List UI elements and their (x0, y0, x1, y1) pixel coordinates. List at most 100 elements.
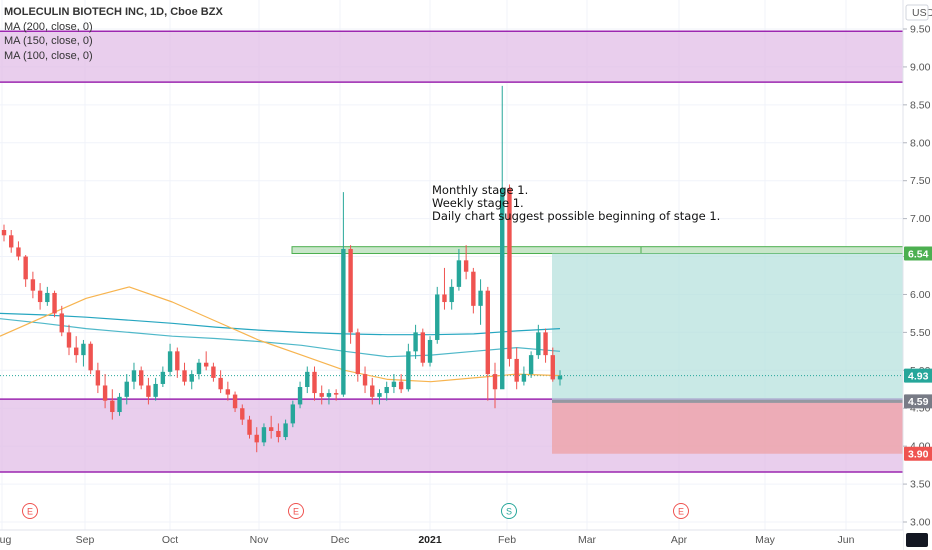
candle[interactable] (167, 343, 173, 377)
candle[interactable] (384, 381, 389, 401)
candle-body (384, 386, 389, 394)
candles-layer[interactable] (1, 85, 563, 453)
candle[interactable] (110, 389, 115, 420)
candle[interactable] (182, 362, 187, 386)
candle[interactable] (326, 389, 332, 405)
candle[interactable] (88, 341, 93, 375)
time-axis[interactable]: Aug Sep Oct Nov Dec 2021 Feb Mar Apr May Jun (0, 529, 928, 550)
timezone-box[interactable] (906, 533, 928, 547)
candle[interactable] (463, 245, 469, 280)
candle[interactable] (543, 328, 548, 363)
candle-body (182, 370, 187, 382)
candle[interactable] (528, 351, 534, 378)
candle[interactable] (247, 415, 252, 439)
candle[interactable] (305, 366, 310, 394)
candle[interactable] (442, 267, 447, 310)
candle[interactable] (456, 248, 462, 291)
candle[interactable] (406, 343, 411, 392)
event-marker-e[interactable]: E (673, 503, 689, 519)
candle[interactable] (521, 366, 527, 386)
candle[interactable] (536, 324, 541, 359)
legend-ma150[interactable]: MA (150, close, 0) (4, 35, 93, 47)
candle[interactable] (557, 370, 563, 386)
currency-label[interactable]: USD (912, 7, 932, 19)
candle[interactable] (66, 324, 72, 356)
candle[interactable] (240, 404, 245, 425)
candle[interactable] (153, 377, 158, 401)
event-marker-e[interactable]: E (288, 503, 304, 519)
candle[interactable] (276, 423, 281, 443)
candle[interactable] (117, 393, 122, 416)
candle[interactable] (319, 385, 324, 405)
candle[interactable] (283, 419, 288, 441)
candle[interactable] (138, 366, 144, 390)
candle[interactable] (478, 279, 483, 325)
candle[interactable] (1, 224, 7, 242)
candle[interactable] (268, 415, 274, 439)
candle[interactable] (261, 423, 267, 447)
candle[interactable] (355, 328, 361, 382)
candle[interactable] (211, 362, 216, 382)
event-marker-s[interactable]: S (501, 503, 517, 519)
ma-line-1 (0, 318, 561, 358)
candle[interactable] (362, 366, 368, 394)
candle[interactable] (52, 290, 57, 318)
candle[interactable] (514, 347, 519, 390)
candle[interactable] (81, 339, 86, 367)
event-marker-e[interactable]: E (22, 503, 38, 519)
candle[interactable] (398, 374, 404, 394)
candle[interactable] (59, 305, 64, 337)
candle[interactable] (102, 374, 108, 409)
candle[interactable] (377, 389, 382, 405)
candle[interactable] (37, 283, 43, 310)
legend-ma200[interactable]: MA (200, close, 0) (4, 20, 93, 33)
candle[interactable] (471, 267, 476, 314)
chart-annotation[interactable]: Monthly stage 1. Weekly stage 1. Daily c… (432, 184, 720, 223)
candle[interactable] (500, 85, 505, 390)
candle[interactable] (9, 229, 14, 253)
currency-box[interactable] (905, 4, 929, 21)
candle[interactable] (16, 241, 21, 261)
candle[interactable] (297, 381, 303, 409)
price-axis[interactable]: USD3.003.504.004.505.005.506.006.507.007… (902, 0, 932, 550)
candle[interactable] (420, 328, 426, 367)
candle[interactable] (312, 366, 317, 401)
candle[interactable] (218, 370, 223, 394)
candle[interactable] (254, 427, 259, 453)
candle[interactable] (45, 286, 50, 306)
candle[interactable] (449, 279, 454, 310)
candle[interactable] (492, 362, 498, 409)
candle[interactable] (413, 324, 418, 359)
candle[interactable] (232, 391, 238, 413)
candle[interactable] (225, 381, 231, 401)
candle-body (420, 332, 426, 363)
candle[interactable] (30, 271, 36, 299)
candle[interactable] (348, 245, 353, 344)
candle[interactable] (435, 286, 440, 344)
candle[interactable] (175, 347, 180, 378)
candle[interactable] (485, 286, 490, 401)
candle[interactable] (131, 362, 137, 390)
symbol-title[interactable]: MOLECULIN BIOTECH INC, 1D, Cboe BZX (4, 6, 223, 18)
candle[interactable] (550, 347, 555, 382)
candle[interactable] (74, 336, 79, 363)
candle[interactable] (391, 374, 397, 394)
candle[interactable] (427, 336, 433, 367)
legend-ma100[interactable]: MA (100, close, 0) (4, 49, 93, 62)
candle[interactable] (23, 255, 28, 287)
candle[interactable] (370, 377, 375, 405)
candle[interactable] (95, 362, 101, 394)
candle-body (442, 294, 447, 303)
candle[interactable] (146, 377, 151, 405)
candle[interactable] (290, 400, 296, 428)
candle[interactable] (160, 366, 166, 387)
candle[interactable] (507, 184, 512, 367)
candle[interactable] (333, 389, 339, 401)
candle[interactable] (196, 358, 202, 380)
candle[interactable] (189, 370, 194, 390)
candle[interactable] (341, 192, 346, 397)
candle[interactable] (124, 374, 129, 405)
candle[interactable] (203, 351, 209, 371)
